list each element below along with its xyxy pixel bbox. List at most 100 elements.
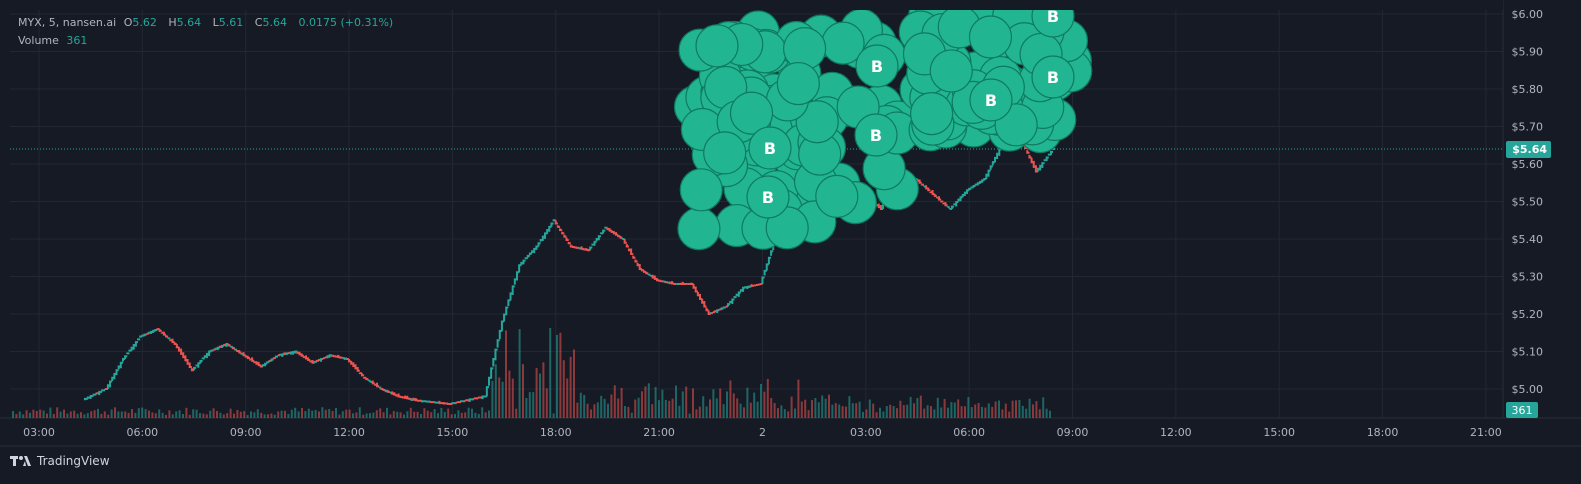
volume-badge-label: 361 xyxy=(1512,404,1533,417)
price-step-segment xyxy=(634,259,638,263)
volume-bar xyxy=(528,391,531,418)
price-step-segment xyxy=(434,401,440,404)
volume-bar xyxy=(97,408,99,418)
volume-bar xyxy=(267,414,269,418)
volume-bar xyxy=(284,410,286,418)
symbol-label: MYX, 5, nansen.ai xyxy=(18,16,117,29)
volume-bar xyxy=(348,409,351,418)
volume-bar xyxy=(868,399,871,418)
price-step-segment xyxy=(126,352,130,355)
volume-bar xyxy=(233,413,235,418)
volume-bar xyxy=(154,413,157,418)
volume-bar xyxy=(202,413,205,418)
volume-bar xyxy=(15,414,18,418)
price-step-segment xyxy=(918,179,922,184)
tradingview-footer[interactable]: TradingView xyxy=(10,454,110,468)
volume-bar xyxy=(49,407,52,418)
volume-bar xyxy=(12,411,14,418)
volume-bar xyxy=(134,412,137,418)
volume-bar xyxy=(311,410,314,418)
price-step-segment xyxy=(101,389,106,392)
price-step-segment xyxy=(671,281,675,285)
price-step-segment xyxy=(162,331,167,336)
volume-bar xyxy=(736,398,739,418)
volume-bar xyxy=(1042,397,1045,418)
volume-bar xyxy=(372,412,375,418)
volume-bar xyxy=(294,407,297,418)
price-step-segment xyxy=(363,376,367,379)
price-step-segment xyxy=(528,252,533,255)
volume-bar xyxy=(906,404,909,418)
price-step-segment xyxy=(490,367,494,379)
price-step-segment xyxy=(231,346,235,350)
buy-marker xyxy=(748,126,792,170)
volume-bar xyxy=(698,406,701,418)
buy-marker xyxy=(703,131,747,175)
price-step-segment xyxy=(371,380,375,385)
x-tick-label: 12:00 xyxy=(1160,426,1192,439)
price-step-segment xyxy=(731,298,735,304)
volume-bar xyxy=(511,378,514,418)
volume-bar xyxy=(297,411,300,418)
volume-bar xyxy=(545,388,548,418)
volume-bar xyxy=(192,409,195,418)
price-step-segment xyxy=(630,248,634,255)
volume-bar xyxy=(124,411,127,418)
volume-bar xyxy=(250,411,252,418)
buy-marker xyxy=(815,174,859,219)
volume-bar xyxy=(855,403,858,418)
ohlc-row: MYX, 5, nansen.ai O5.62 H5.64 L5.61 C5.6… xyxy=(18,14,397,32)
volume-bar xyxy=(59,411,62,418)
price-step-segment xyxy=(625,244,629,248)
price-step-segment xyxy=(360,373,365,377)
x-tick-label: 06:00 xyxy=(126,426,158,439)
price-step-segment xyxy=(705,307,709,312)
volume-bar xyxy=(879,407,881,418)
volume-bar xyxy=(624,406,626,418)
volume-bar xyxy=(926,405,929,418)
volume-bar xyxy=(960,406,963,418)
buy-marker-label: B xyxy=(762,188,774,207)
volume-bar xyxy=(1011,400,1014,418)
y-tick-label: $5.90 xyxy=(1512,46,1544,59)
price-step-segment xyxy=(623,239,627,244)
buy-marker-label: B xyxy=(985,91,997,110)
volume-bar xyxy=(457,410,460,418)
volume-bar xyxy=(117,411,120,418)
volume-bar xyxy=(471,408,473,418)
low-value: L5.61 xyxy=(212,16,244,29)
price-step-segment xyxy=(485,386,490,397)
volume-bar xyxy=(705,406,708,418)
volume-bar xyxy=(991,406,994,418)
volume-bar xyxy=(477,413,480,418)
price-step-segment xyxy=(447,402,453,405)
price-step-segment xyxy=(589,246,593,251)
volume-bar xyxy=(355,412,358,418)
volume-bar xyxy=(46,413,48,418)
buy-markers: B B B B B B B xyxy=(673,0,1093,251)
volume-bar xyxy=(42,410,45,418)
price-step-segment xyxy=(246,355,251,360)
volume-bar xyxy=(335,407,337,418)
volume-bar xyxy=(69,411,72,418)
buy-marker xyxy=(1031,55,1075,99)
volume-bar xyxy=(746,387,749,418)
volume-bar xyxy=(52,414,55,418)
volume-bar xyxy=(1038,409,1041,418)
volume-bar xyxy=(668,400,671,418)
volume-bar xyxy=(158,409,161,418)
volume-bar xyxy=(171,414,174,418)
volume-bar xyxy=(715,398,718,418)
volume-bar xyxy=(314,409,317,418)
volume-bar xyxy=(902,405,905,418)
volume-bar xyxy=(389,414,392,418)
price-step-segment xyxy=(429,401,436,404)
volume-bar xyxy=(501,381,504,418)
volume-bar xyxy=(362,414,365,418)
price-badge-label: $5.64 xyxy=(1512,143,1547,156)
volume-bar xyxy=(1045,408,1048,418)
volume-bar xyxy=(692,388,694,418)
volume-bar xyxy=(508,370,511,418)
volume-bar xyxy=(549,327,552,418)
